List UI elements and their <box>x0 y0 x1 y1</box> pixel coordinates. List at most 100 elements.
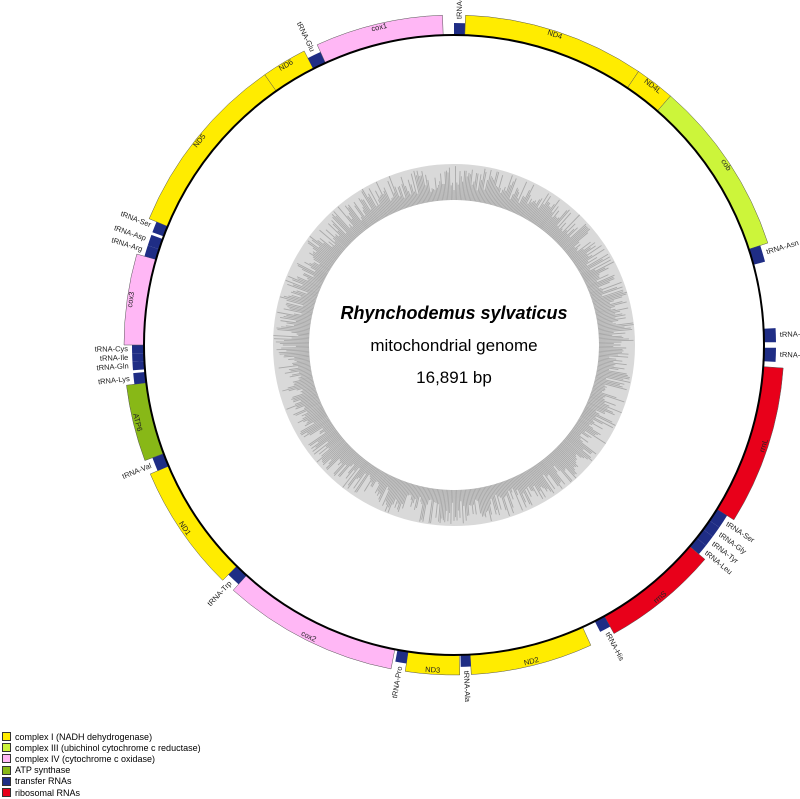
gc-tick <box>285 325 310 330</box>
gc-tick <box>413 191 419 205</box>
gc-tick <box>326 446 351 471</box>
gc-tick <box>328 241 343 254</box>
gc-tick <box>359 459 367 469</box>
gc-tick <box>458 171 461 201</box>
gene-label: tRNA-Asn <box>765 238 800 256</box>
gc-tick <box>545 217 560 234</box>
gc-tick <box>594 379 623 388</box>
gc-tick <box>374 472 387 494</box>
gc-tick <box>500 481 507 496</box>
gc-tick <box>598 358 623 362</box>
gc-tick <box>591 295 603 300</box>
gc-tick <box>518 474 527 490</box>
gc-tick <box>564 437 593 462</box>
gc-tick <box>294 358 310 361</box>
gc-tick <box>567 248 578 257</box>
gene-label: rrnL <box>757 438 770 453</box>
gc-tick <box>567 433 593 454</box>
gc-tick <box>321 440 346 463</box>
gc-tick <box>527 469 541 492</box>
gc-tick <box>433 188 436 202</box>
gc-tick <box>564 232 589 253</box>
gc-tick <box>557 446 579 468</box>
gc-tick <box>435 489 440 518</box>
gc-tick <box>309 236 339 259</box>
gene-trna-cys <box>132 345 145 354</box>
gc-tick <box>585 274 609 286</box>
gc-tick <box>311 429 337 449</box>
gc-tick <box>557 233 568 244</box>
gc-tick <box>492 484 496 495</box>
gc-tick <box>428 488 435 524</box>
gc-tick <box>277 311 312 320</box>
gc-tick <box>528 469 546 498</box>
gc-tick <box>283 308 313 316</box>
gc-tick <box>544 217 558 233</box>
gc-tick <box>289 308 313 315</box>
gc-tick <box>598 359 614 363</box>
gc-tick <box>598 349 624 352</box>
gene-trna-asp <box>147 234 163 250</box>
gc-tick <box>594 380 627 391</box>
gc-tick <box>337 453 359 477</box>
gc-tick <box>335 236 348 248</box>
gc-tick <box>516 196 525 215</box>
gc-tick <box>407 483 413 496</box>
gc-tick <box>401 184 410 208</box>
gc-tick <box>309 262 329 274</box>
gc-tick <box>570 430 581 439</box>
gc-tick <box>548 454 573 482</box>
gc-tick <box>345 457 364 479</box>
gc-tick <box>596 370 630 379</box>
gc-tick <box>293 324 311 328</box>
gc-tick <box>332 246 342 255</box>
gc-tick <box>380 194 391 215</box>
gc-tick <box>422 487 430 522</box>
gc-tick <box>328 436 343 449</box>
gc-tick <box>321 437 344 457</box>
gc-tick <box>400 176 411 207</box>
gc-tick <box>295 398 320 410</box>
gc-tick <box>594 378 621 386</box>
gc-tick <box>595 377 625 385</box>
gc-tick <box>347 460 368 486</box>
gc-tick <box>314 270 327 278</box>
gc-tick <box>273 338 310 341</box>
gc-tick <box>590 391 606 398</box>
gc-tick <box>543 216 557 232</box>
gene-label: tRNA-Cys <box>95 344 129 353</box>
gc-tick <box>361 188 381 221</box>
gc-tick <box>577 420 601 436</box>
gc-tick <box>299 375 313 380</box>
gc-tick <box>593 296 623 306</box>
gc-tick <box>486 177 494 204</box>
gc-tick <box>585 405 597 412</box>
legend-label: transfer RNAs <box>15 776 72 787</box>
gc-tick <box>430 488 436 524</box>
gc-tick <box>304 400 321 408</box>
gc-tick <box>593 383 607 388</box>
gc-tick <box>287 380 314 389</box>
gc-tick <box>288 357 310 360</box>
gc-tick <box>498 186 506 208</box>
gc-tick <box>479 487 487 518</box>
gc-tick <box>513 202 520 214</box>
gc-tick <box>342 458 366 488</box>
gc-tick <box>596 369 628 377</box>
gc-tick <box>598 350 623 353</box>
gc-tick <box>413 170 422 204</box>
gc-tick <box>555 230 567 242</box>
gc-tick <box>479 171 487 203</box>
gc-tick <box>529 207 539 222</box>
legend-item-rrna: ribosomal RNAs <box>2 787 201 798</box>
gc-tick <box>354 464 374 493</box>
gc-tick <box>378 475 392 503</box>
gc-tick <box>291 370 312 376</box>
gc-tick <box>506 194 514 211</box>
gc-tick <box>407 179 416 206</box>
gc-tick <box>341 449 355 464</box>
legend-label: complex III (ubichinol cytochrome c redu… <box>15 742 201 753</box>
gc-tick <box>552 450 576 475</box>
gc-tick <box>576 248 605 268</box>
gc-tick <box>300 417 329 435</box>
